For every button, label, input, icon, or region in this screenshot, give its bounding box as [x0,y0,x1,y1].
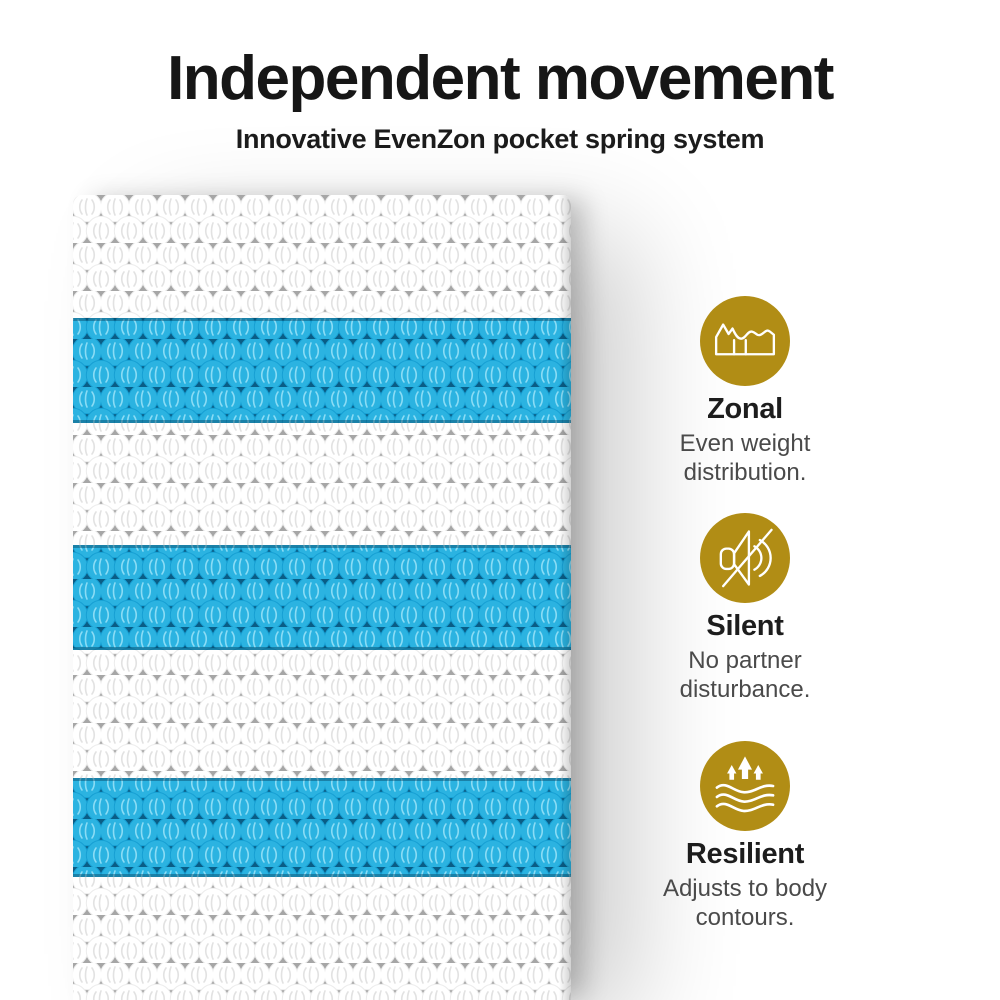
feature-item-resilient: Resilient Adjusts to body contours. [645,741,845,932]
feature-description: Even weight distribution. [679,429,811,486]
feature-label: Zonal [707,393,783,425]
header: Independent movement Innovative EvenZon … [0,48,1000,155]
pocket-spring-graphic [73,195,571,1000]
zonal-icon [714,323,776,356]
feature-label: Resilient [685,838,805,870]
feature-item-zonal: Zonal Even weight distribution. [645,296,845,487]
resilient-waves-icon [715,756,775,813]
pocket-spring-photo [73,195,571,1000]
resilient-icon-circle [700,741,790,831]
zonal-icon-circle [700,296,790,386]
feature-description: Adjusts to body contours. [662,874,828,931]
muted-speaker-icon [719,528,773,588]
feature-description: No partner disturbance. [679,646,811,703]
feature-item-silent: Silent No partner disturbance. [645,513,845,704]
silent-icon-circle [700,513,790,603]
page-title: Independent movement [167,44,834,113]
page-subtitle: Innovative EvenZon pocket spring system [235,124,765,154]
feature-label: Silent [706,610,784,642]
